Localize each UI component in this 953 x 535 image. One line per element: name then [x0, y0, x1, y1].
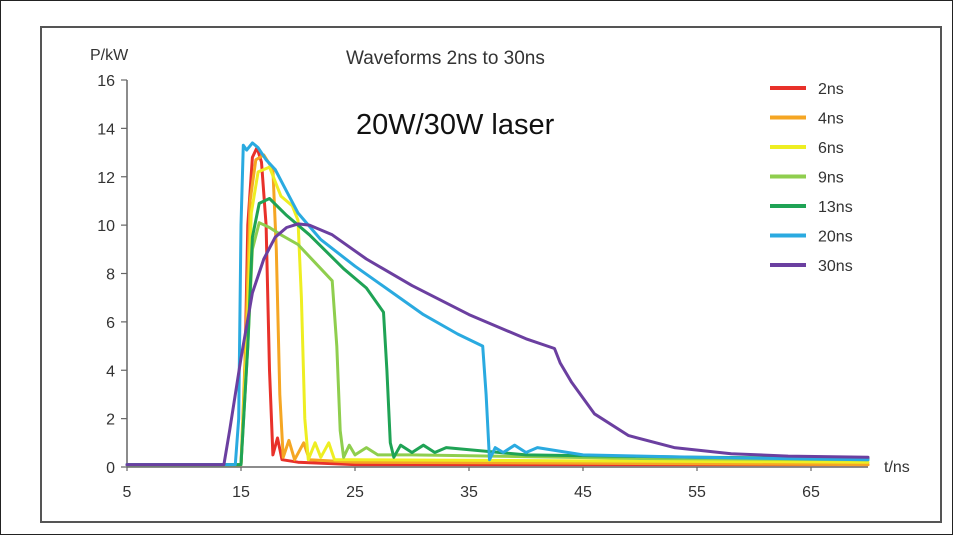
- x-axis-label: t/ns: [884, 459, 910, 476]
- legend-label: 13ns: [818, 199, 853, 216]
- x-tick-label: 55: [688, 484, 706, 501]
- y-axis-label: P/kW: [90, 47, 129, 64]
- series-line-20ns: [125, 141, 870, 467]
- x-tick-label: 65: [802, 484, 820, 501]
- x-tick-label: 45: [574, 484, 592, 501]
- series-lines: [125, 141, 870, 467]
- y-tick-label: 10: [97, 218, 115, 235]
- legend-label: 30ns: [818, 258, 853, 275]
- legend-label: 9ns: [818, 170, 844, 187]
- legend-label: 4ns: [818, 111, 844, 128]
- x-tick-label: 25: [346, 484, 364, 501]
- legend-label: 20ns: [818, 229, 853, 246]
- y-tick-label: 16: [97, 73, 115, 90]
- x-tick-label: 15: [232, 484, 250, 501]
- series-line-6ns: [125, 165, 870, 467]
- legend-label: 6ns: [818, 140, 844, 157]
- y-tick-label: 0: [106, 460, 115, 477]
- legend: 2ns 4ns 6ns 9ns 13ns 20ns 30ns: [770, 81, 853, 275]
- chart-subtitle: 20W/30W laser: [356, 109, 555, 141]
- chart-panel: [40, 26, 942, 523]
- x-tick-label: 5: [123, 484, 132, 501]
- y-tick-label: 8: [106, 267, 115, 284]
- y-tick-label: 14: [97, 121, 115, 138]
- y-tick-label: 4: [106, 363, 115, 380]
- y-tick-label: 2: [106, 412, 115, 429]
- chart-title: Waveforms 2ns to 30ns: [346, 48, 545, 69]
- series-line-30ns: [125, 222, 870, 467]
- x-tick-label: 35: [460, 484, 478, 501]
- ticks: 0 2 4 6 8 10 12 14 16 5 15 25 35 45 55 65: [97, 73, 820, 501]
- legend-label: 2ns: [818, 81, 844, 98]
- y-tick-label: 6: [106, 315, 115, 332]
- y-tick-label: 12: [97, 170, 115, 187]
- series-line-13ns: [125, 197, 870, 467]
